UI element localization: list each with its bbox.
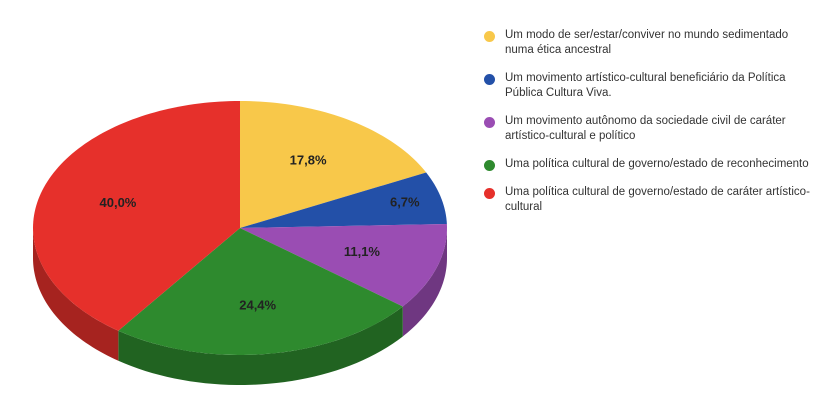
legend-item: Uma política cultural de governo/estado … [484, 157, 820, 172]
legend-label: Um movimento autônomo da sociedade civil… [505, 115, 786, 142]
data-label: 40,0% [100, 195, 137, 210]
legend-label: Um modo de ser/estar/conviver no mundo s… [505, 29, 789, 56]
slice [240, 224, 447, 307]
legend-item: Um movimento autônomo da sociedade civil… [484, 114, 820, 144]
data-label: 17,8% [290, 153, 327, 168]
slice-side [402, 228, 447, 337]
slice-side [118, 306, 403, 385]
legend-label: Um movimento artístico-cultural benefici… [505, 72, 786, 99]
legend-swatch [484, 74, 495, 85]
legend-swatch [484, 160, 495, 171]
legend-label: Uma política cultural de governo/estado … [505, 186, 810, 213]
data-label: 24,4% [239, 297, 276, 312]
legend-swatch [484, 188, 495, 199]
slice [240, 101, 427, 228]
data-label: 11,1% [344, 244, 381, 259]
legend-swatch [484, 117, 495, 128]
legend-swatch [484, 31, 495, 42]
legend-item: Uma política cultural de governo/estado … [484, 185, 820, 215]
slice [240, 172, 447, 228]
slice [118, 228, 403, 355]
data-label: 6,7% [390, 194, 420, 209]
legend-item: Um modo de ser/estar/conviver no mundo s… [484, 28, 820, 58]
slice-side [33, 228, 119, 361]
slice [33, 101, 240, 331]
legend: Um modo de ser/estar/conviver no mundo s… [484, 28, 820, 228]
legend-label: Uma política cultural de governo/estado … [505, 158, 809, 170]
legend-item: Um movimento artístico-cultural benefici… [484, 71, 820, 101]
